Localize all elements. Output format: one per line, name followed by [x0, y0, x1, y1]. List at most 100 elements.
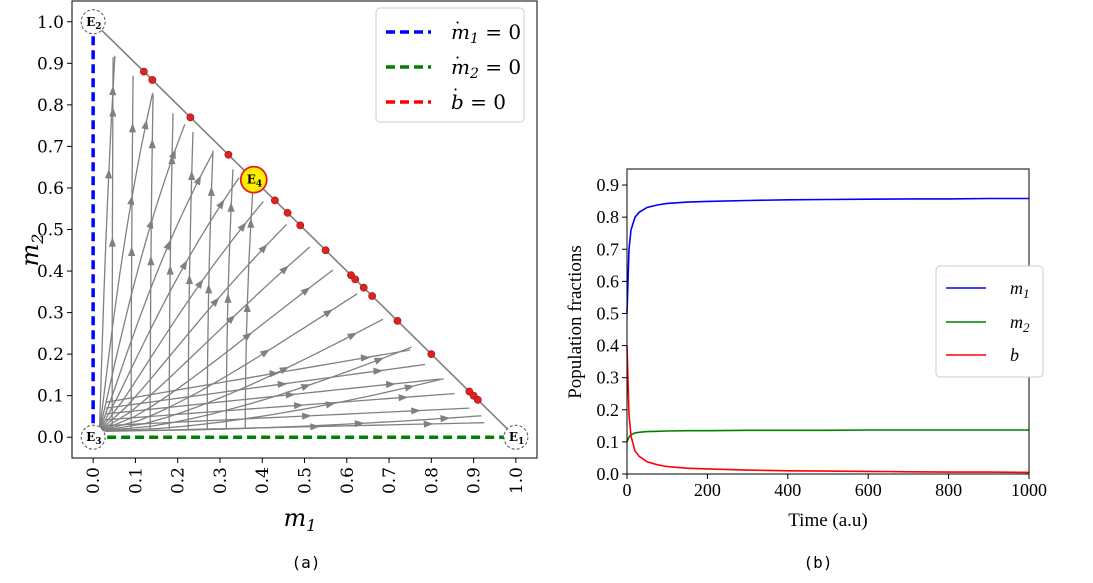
- streamline: [105, 392, 455, 421]
- y-tick-label: 0.1: [597, 432, 620, 452]
- streamline-arrow: [404, 384, 415, 392]
- streamline-arrow: [285, 391, 296, 399]
- nullcline-bdot-point: [148, 76, 157, 84]
- nullcline-bdot-point: [368, 292, 377, 300]
- time-series-x-label: Time (a.u): [788, 510, 868, 531]
- streamline-arrow: [166, 265, 174, 275]
- nullcline-bdot-point: [427, 350, 436, 359]
- y-tick-label: 0.4: [37, 262, 64, 282]
- time-series-y-label: Population fractions: [565, 245, 586, 399]
- streamline-arrow: [194, 279, 204, 289]
- phase-portrait-y-label: m2: [16, 234, 47, 267]
- streamline-arrow: [398, 394, 409, 402]
- x-tick-label: 800: [935, 480, 962, 500]
- phase-portrait-x-label: m1: [284, 504, 317, 535]
- streamline-arrow: [300, 287, 311, 296]
- time-series-ticks: 0 200 400 600 800 1000 0.0 0.1 0.2 0.3 0.4 0.5 0.6 0.…: [597, 175, 1048, 500]
- x-tick-label: 200: [694, 480, 721, 500]
- nullcline-bdot-point: [359, 283, 368, 292]
- x-tick-label: 1.0: [507, 467, 527, 494]
- x-tick-label: 1000: [1011, 480, 1047, 500]
- equilibrium-marker: [239, 165, 268, 194]
- y-tick-label: 0.3: [37, 304, 64, 324]
- equilibrium-marker: [503, 424, 529, 450]
- streamline-arrow: [322, 309, 333, 318]
- streamline-arrow: [224, 293, 232, 303]
- y-tick-label: 0.6: [37, 179, 64, 199]
- streamline-arrow: [277, 380, 288, 388]
- streamline-arrow: [279, 265, 289, 275]
- y-tick-label: 0.1: [37, 387, 64, 407]
- y-tick-label: 0.8: [597, 207, 620, 227]
- streamline-arrow: [210, 297, 220, 307]
- nullcline-bdot-point: [186, 113, 195, 122]
- x-tick-label: 0.9: [465, 467, 485, 494]
- streamline-arrow: [411, 407, 421, 415]
- streamline-arrow: [147, 255, 155, 266]
- streamline: [105, 422, 485, 433]
- nullcline-bdot-point: [271, 196, 279, 205]
- streamline-arrow: [237, 222, 247, 232]
- y-tick-label: 0.7: [37, 137, 64, 157]
- nullcline-bdot-point: [351, 275, 360, 284]
- streamline-arrow: [301, 412, 312, 420]
- streamline-arrow: [423, 420, 434, 428]
- streamline-arrow: [440, 415, 451, 423]
- streamline-arrow: [104, 168, 113, 179]
- x-tick-label: 0.3: [211, 467, 231, 494]
- y-tick-label: 0.0: [597, 464, 620, 484]
- streamline-arrow: [128, 246, 136, 256]
- streamline-arrow: [128, 122, 137, 133]
- simplex-boundary: [92, 21, 517, 438]
- streamline: [105, 363, 426, 409]
- legend-dot-m1: ·: [455, 13, 460, 32]
- equilibrium-marker: [80, 9, 106, 35]
- y-tick-label: 0.4: [597, 336, 620, 356]
- y-tick-label: 0.5: [597, 303, 620, 323]
- series-line-m2: [626, 429, 1029, 443]
- streamline: [105, 407, 470, 427]
- x-tick-label: 0: [623, 480, 632, 500]
- x-tick-label: 0.7: [380, 467, 400, 494]
- streamline-arrow: [193, 175, 202, 186]
- x-tick-label: 0.8: [422, 467, 442, 494]
- streamline-arrow: [225, 314, 236, 325]
- streamline-arrow: [127, 195, 135, 206]
- nullclines: [91, 21, 516, 439]
- nullcline-bdot-point: [139, 67, 148, 76]
- streamline-arrow: [259, 349, 270, 358]
- phase-portrait-legend: m1 = 0 · m2 = 0 · b = 0 ·: [375, 7, 525, 123]
- x-tick-label: 600: [855, 480, 882, 500]
- streamline-arrow: [373, 357, 385, 365]
- streamline-arrow: [163, 240, 171, 251]
- panel-b-caption: (b): [804, 553, 833, 572]
- y-tick-label: 0.9: [37, 54, 64, 74]
- nullcline-bdot-point: [224, 150, 233, 159]
- streamline-arrow: [293, 401, 304, 410]
- series-line-b: [626, 345, 1030, 474]
- nullcline-bdot-point: [393, 316, 402, 325]
- nullcline-bdot-point: [283, 208, 292, 217]
- streamline-arrow: [360, 354, 371, 362]
- streamline-arrow: [347, 332, 358, 341]
- time-series-panel: 0 200 400 600 800 1000 0.0 0.1 0.2 0.3 0.4 0.5 0.6 0.…: [565, 168, 1048, 572]
- phase-portrait-legend-box: [375, 7, 525, 123]
- y-tick-label: 0.5: [37, 221, 64, 241]
- time-series-lines: [626, 197, 1030, 474]
- streamline-arrow: [216, 199, 225, 210]
- y-tick-label: 0.9: [597, 175, 620, 195]
- y-tick-label: 0.0: [37, 428, 64, 448]
- nullcline-bdot-point: [473, 395, 482, 404]
- streamline-arrow: [179, 260, 188, 271]
- streamline-arrow: [168, 154, 176, 165]
- streamline-arrow: [207, 186, 215, 196]
- legend-dot-b: ·: [453, 80, 458, 99]
- streamline: [98, 201, 264, 432]
- streamline-arrow: [148, 138, 156, 149]
- x-tick-label: 400: [774, 480, 801, 500]
- legend-label-bdot: b = 0: [451, 90, 506, 114]
- streamline-arrow: [258, 244, 268, 254]
- streamline-arrow: [188, 170, 196, 181]
- streamline-arrow: [310, 423, 320, 431]
- nullcline-bdot-point: [296, 221, 305, 230]
